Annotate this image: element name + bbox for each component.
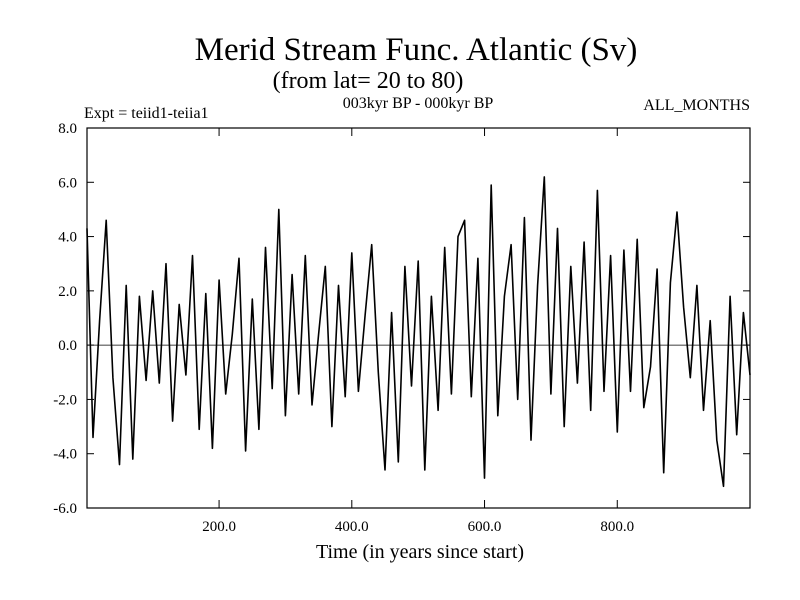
y-tick-label: 6.0	[58, 175, 77, 191]
y-tick-label: 0.0	[58, 338, 77, 354]
chart-title: Merid Stream Func. Atlantic (Sv)	[195, 32, 638, 68]
y-tick-label: -2.0	[53, 392, 77, 408]
y-tick-label: 4.0	[58, 230, 77, 246]
y-tick-label: 8.0	[58, 121, 77, 137]
y-tick-label: -4.0	[53, 447, 77, 463]
x-tick-label: 800.0	[600, 519, 634, 535]
x-tick-label: 200.0	[202, 519, 236, 535]
y-axis-ticks: 8.0 6.0 4.0 2.0 0.0 -2.0 -4.0 -6.0	[53, 121, 750, 517]
plot-frame	[86, 127, 751, 509]
x-tick-label: 600.0	[468, 519, 502, 535]
y-tick-label: -6.0	[53, 501, 77, 517]
series-line	[86, 176, 751, 488]
chart-subtitle: (from lat= 20 to 80)	[273, 68, 464, 94]
months-label: ALL_MONTHS	[643, 97, 750, 114]
y-tick-label: 2.0	[58, 284, 77, 300]
x-axis-label: Time (in years since start)	[316, 541, 524, 563]
time-range-label: 003kyr BP - 000kyr BP	[343, 95, 494, 112]
x-tick-label: 400.0	[335, 519, 369, 535]
x-axis-ticks: 200.0 400.0 600.0 800.0	[202, 128, 634, 535]
experiment-label: Expt = teiid1-teiia1	[84, 105, 209, 122]
